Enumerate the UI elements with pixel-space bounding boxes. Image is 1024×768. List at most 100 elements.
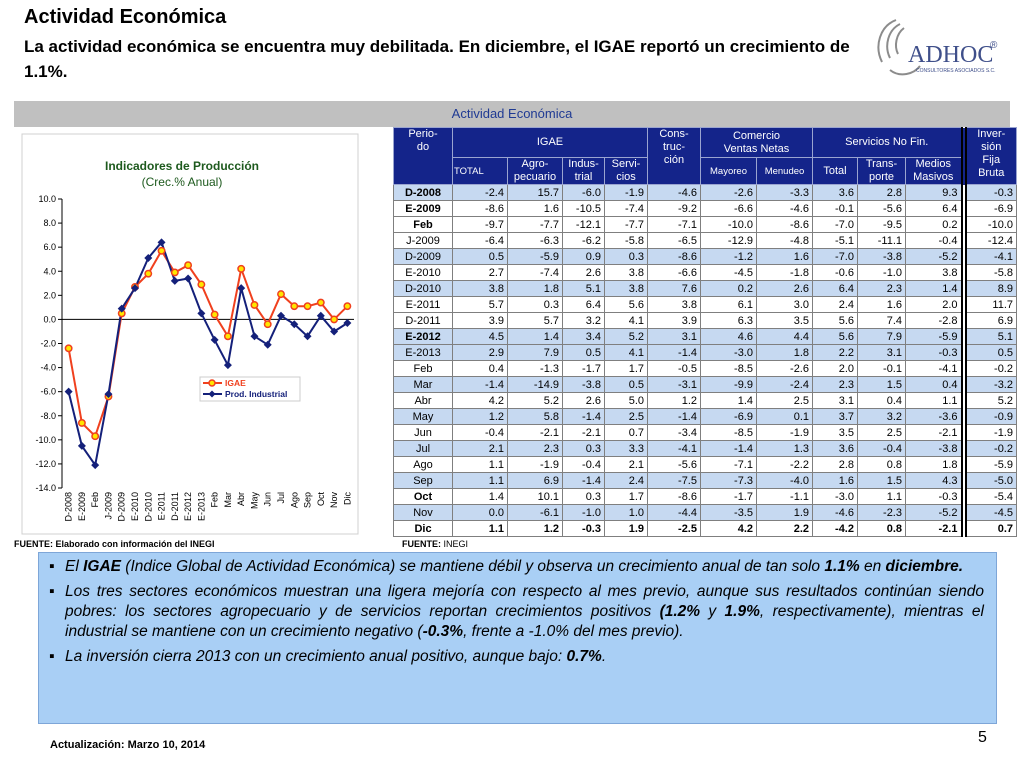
value-cell: 0.2 [700,280,757,297]
x-tick-label: D-2010 [143,492,153,522]
value-cell: 2.1 [452,440,508,457]
table-row: E-2011 5.7 0.3 6.4 5.6 3.8 6.1 3.0 2.4 1.6 2.0 11.7 [393,296,1017,313]
value-cell: -4.6 [812,504,858,521]
value-cell: -3.0 [700,344,757,361]
value-cell: -6.6 [647,264,701,281]
legend-marker [208,390,216,398]
table-row: Abr 4.2 5.2 2.6 5.0 1.2 1.4 2.5 3.1 0.4 1.1 5.2 [393,392,1017,409]
value-cell: 5.7 [452,296,508,313]
value-cell: 7.9 [857,328,906,345]
value-cell: -9.7 [452,216,508,233]
point [263,340,272,349]
summary-box: El IGAE (Indice Global de Actividad Econ… [38,552,997,724]
value-cell: 1.4 [452,488,508,505]
period-cell: E-2009 [393,200,453,217]
x-tick-label: E-2012 [183,492,193,521]
bullet-emphasis: diciembre. [885,558,964,575]
value-cell: 0.8 [857,456,906,473]
value-cell: 3.9 [647,312,701,329]
value-cell: 3.8 [905,264,964,281]
value-cell: 0.5 [562,344,605,361]
value-cell: 0.1 [756,408,813,425]
value-cell: 2.5 [604,408,648,425]
value-cell: -5.2 [905,504,964,521]
point [170,276,179,285]
value-cell: 1.9 [756,504,813,521]
value-cell: -7.7 [604,216,648,233]
value-cell: -7.0 [812,216,858,233]
point [170,268,179,277]
value-cell: 1.3 [756,440,813,457]
header-cell: IGAE [452,127,648,158]
value-cell: 4.2 [700,520,757,537]
value-cell: -4.0 [756,472,813,489]
value-cell: 6.4 [905,200,964,217]
point [290,320,299,329]
value-cell: -1.3 [507,360,563,377]
value-cell: -9.9 [700,376,757,393]
value-cell: 1.5 [857,376,906,393]
value-cell: 11.7 [960,296,1017,313]
table-row: Dic 1.1 1.2 -0.3 1.9 -2.5 4.2 2.2 -4.2 0.8 -2.1 0.7 [393,520,1017,537]
x-tick-label: Nov [329,492,339,509]
value-cell: -0.3 [905,488,964,505]
value-cell: 10.1 [507,488,563,505]
bullet-emphasis: 1.1% [824,558,860,575]
legend-marker [208,379,216,387]
logo: ADHOC ® CONSULTORES ASOCIADOS S.C. [877,19,998,76]
period-cell: Nov [393,504,453,521]
point [131,284,139,293]
value-cell: 3.1 [647,328,701,345]
value-cell: 3.0 [756,296,813,313]
value-cell: 0.5 [452,248,508,265]
value-cell: -4.5 [700,264,757,281]
bullet-emphasis: 1.9% [724,603,760,620]
bullet-text: (Indice Global de Actividad Económica) s… [121,558,825,575]
y-tick-label: -10.0 [35,435,56,445]
value-cell: -8.6 [756,216,813,233]
value-cell: 2.3 [812,376,858,393]
value-cell: -2.2 [756,456,813,473]
value-cell: 3.8 [452,280,508,297]
point [117,304,126,313]
y-tick-label: -12.0 [35,459,56,469]
x-tick-label: Mar [223,492,233,508]
period-cell: E-2011 [393,296,453,313]
value-cell: 1.0 [604,504,648,521]
value-cell: 2.6 [562,264,605,281]
period-cell: D-2011 [393,312,453,329]
value-cell: 2.9 [452,344,508,361]
value-cell: -7.3 [700,472,757,489]
value-cell: -1.2 [700,248,757,265]
value-cell: 2.2 [812,344,858,361]
chart: Indicadores de Producción (Crec.% Anual)… [21,133,359,535]
value-cell: 1.6 [857,296,906,313]
table-row: E-2012 4.5 1.4 3.4 5.2 3.1 4.6 4.4 5.6 7.9 -5.9 5.1 [393,328,1017,345]
value-cell: 15.7 [507,184,563,201]
value-cell: 0.4 [857,392,906,409]
bullet-text: , frente a -1.0% del mes previo). [463,623,684,640]
x-tick-label: E-2013 [196,492,206,521]
value-cell: 4.1 [604,312,648,329]
header-cell: Indus- trial [562,157,605,185]
logo-mark: ® [990,40,998,51]
value-cell: -2.6 [700,184,757,201]
value-cell: 1.8 [905,456,964,473]
point [210,335,219,344]
value-cell: -7.4 [604,200,648,217]
header-cell: Perio- do [393,127,453,185]
value-cell: -4.2 [812,520,858,537]
data-table: Perio- do IGAE Cons- truc- ción Comercio… [393,127,1017,537]
point [184,261,193,270]
value-cell: 5.7 [507,312,563,329]
bullet-text: , respectivamente), mientras el industri… [65,603,984,640]
slide-subtitle: La actividad económica se encuentra muy … [24,37,850,81]
value-cell: -5.8 [960,264,1017,281]
value-cell: -14.9 [507,376,563,393]
value-cell: -3.6 [905,408,964,425]
value-cell: 0.4 [452,360,508,377]
slide-title: Actividad Económica [24,6,227,28]
value-cell: 3.3 [604,440,648,457]
value-cell: 2.3 [507,440,563,457]
y-tick-label: 0.0 [43,314,56,324]
